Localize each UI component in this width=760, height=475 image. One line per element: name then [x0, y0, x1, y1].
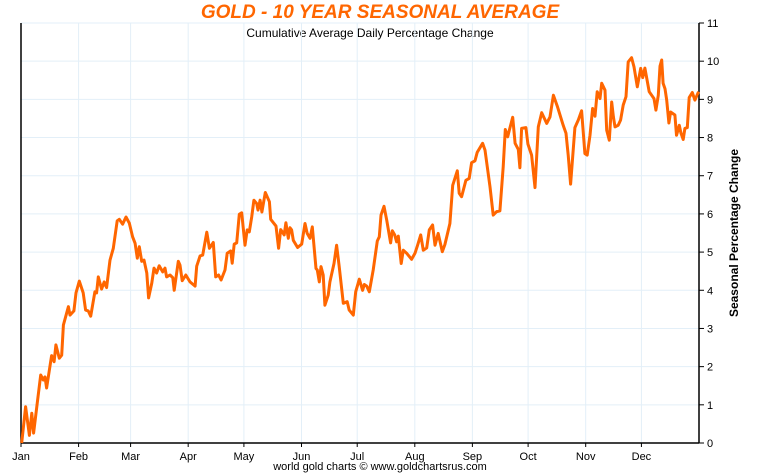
- y-tick-label: 5: [707, 247, 713, 259]
- chart-title: GOLD - 10 YEAR SEASONAL AVERAGE: [200, 2, 560, 23]
- x-tick-label: Mar: [121, 451, 140, 463]
- x-tick-label: Apr: [180, 451, 197, 463]
- seasonal-average-line: [20, 56, 700, 444]
- y-tick-label: 7: [707, 171, 713, 183]
- y-tick-label: 4: [707, 285, 713, 297]
- x-tick-label: Oct: [520, 451, 537, 463]
- x-tick-label: Aug: [405, 451, 425, 463]
- chart-footer: world gold charts © www.goldchartsrus.co…: [273, 461, 487, 473]
- y-tick-label: 3: [707, 323, 713, 335]
- x-tick-label: Jan: [12, 451, 30, 463]
- y-tick-label: 6: [707, 209, 713, 221]
- x-tick-label: May: [234, 451, 255, 463]
- y-tick-label: 0: [707, 438, 713, 450]
- y-tick-label: 1: [707, 400, 713, 412]
- y-tick-label: 2: [707, 362, 713, 374]
- y-tick-label: 9: [707, 94, 713, 106]
- y-tick-label: 10: [707, 56, 719, 68]
- x-tick-label: Nov: [576, 451, 596, 463]
- y-axis-label: Seasonal Percentage Change: [727, 148, 741, 318]
- x-tick-label: Sep: [463, 451, 483, 463]
- x-tick-label: Dec: [632, 451, 652, 463]
- chart-subtitle: Cumulative Average Daily Percentage Chan…: [246, 26, 494, 40]
- y-tick-label: 11: [707, 18, 718, 30]
- x-tick-label: Feb: [69, 451, 88, 463]
- x-tick-label: Jun: [293, 451, 311, 463]
- x-tick-label: Jul: [350, 451, 364, 463]
- y-tick-label: 8: [707, 133, 713, 145]
